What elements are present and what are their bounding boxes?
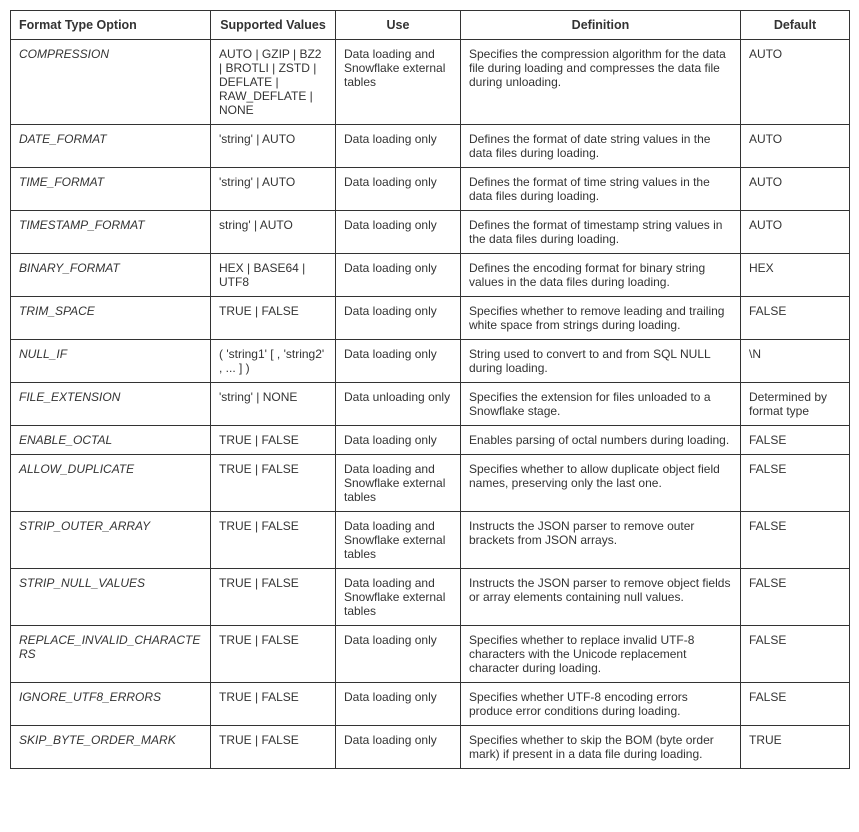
cell-option: REPLACE_INVALID_CHARACTERS (11, 626, 211, 683)
table-header-row: Format Type Option Supported Values Use … (11, 11, 850, 40)
cell-default: FALSE (741, 569, 850, 626)
col-header-default: Default (741, 11, 850, 40)
cell-definition: String used to convert to and from SQL N… (461, 340, 741, 383)
cell-default: FALSE (741, 683, 850, 726)
cell-default: AUTO (741, 125, 850, 168)
cell-default: TRUE (741, 726, 850, 769)
cell-default: FALSE (741, 297, 850, 340)
table-row: COMPRESSIONAUTO | GZIP | BZ2 | BROTLI | … (11, 40, 850, 125)
table-row: ENABLE_OCTALTRUE | FALSEData loading onl… (11, 426, 850, 455)
cell-values: 'string' | NONE (211, 383, 336, 426)
cell-use: Data loading only (336, 168, 461, 211)
cell-values: TRUE | FALSE (211, 626, 336, 683)
table-row: NULL_IF( 'string1' [ , 'string2' , ... ]… (11, 340, 850, 383)
cell-option: STRIP_NULL_VALUES (11, 569, 211, 626)
cell-values: string' | AUTO (211, 211, 336, 254)
table-row: FILE_EXTENSION'string' | NONEData unload… (11, 383, 850, 426)
cell-default: Determined by format type (741, 383, 850, 426)
cell-option: TIME_FORMAT (11, 168, 211, 211)
table-body: COMPRESSIONAUTO | GZIP | BZ2 | BROTLI | … (11, 40, 850, 769)
cell-option: TIMESTAMP_FORMAT (11, 211, 211, 254)
cell-use: Data loading and Snowflake external tabl… (336, 569, 461, 626)
table-row: STRIP_OUTER_ARRAYTRUE | FALSEData loadin… (11, 512, 850, 569)
cell-definition: Defines the encoding format for binary s… (461, 254, 741, 297)
cell-definition: Instructs the JSON parser to remove obje… (461, 569, 741, 626)
cell-use: Data loading and Snowflake external tabl… (336, 455, 461, 512)
cell-use: Data loading only (336, 683, 461, 726)
col-header-use: Use (336, 11, 461, 40)
cell-option: NULL_IF (11, 340, 211, 383)
cell-default: FALSE (741, 455, 850, 512)
cell-definition: Defines the format of time string values… (461, 168, 741, 211)
cell-use: Data loading only (336, 626, 461, 683)
cell-option: STRIP_OUTER_ARRAY (11, 512, 211, 569)
col-header-values: Supported Values (211, 11, 336, 40)
cell-option: ALLOW_DUPLICATE (11, 455, 211, 512)
cell-values: TRUE | FALSE (211, 512, 336, 569)
cell-option: IGNORE_UTF8_ERRORS (11, 683, 211, 726)
table-row: TRIM_SPACETRUE | FALSEData loading onlyS… (11, 297, 850, 340)
cell-definition: Specifies whether to skip the BOM (byte … (461, 726, 741, 769)
cell-option: ENABLE_OCTAL (11, 426, 211, 455)
cell-values: TRUE | FALSE (211, 455, 336, 512)
table-row: SKIP_BYTE_ORDER_MARKTRUE | FALSEData loa… (11, 726, 850, 769)
cell-use: Data loading only (336, 297, 461, 340)
cell-definition: Specifies whether to remove leading and … (461, 297, 741, 340)
cell-use: Data unloading only (336, 383, 461, 426)
cell-use: Data loading only (336, 211, 461, 254)
format-options-table: Format Type Option Supported Values Use … (10, 10, 850, 769)
cell-use: Data loading and Snowflake external tabl… (336, 40, 461, 125)
cell-option: FILE_EXTENSION (11, 383, 211, 426)
cell-use: Data loading only (336, 340, 461, 383)
cell-option: BINARY_FORMAT (11, 254, 211, 297)
cell-values: 'string' | AUTO (211, 168, 336, 211)
cell-definition: Specifies the compression algorithm for … (461, 40, 741, 125)
cell-default: AUTO (741, 168, 850, 211)
cell-values: AUTO | GZIP | BZ2 | BROTLI | ZSTD | DEFL… (211, 40, 336, 125)
table-row: BINARY_FORMATHEX | BASE64 | UTF8Data loa… (11, 254, 850, 297)
cell-definition: Instructs the JSON parser to remove oute… (461, 512, 741, 569)
cell-use: Data loading only (336, 254, 461, 297)
cell-default: AUTO (741, 211, 850, 254)
table-header: Format Type Option Supported Values Use … (11, 11, 850, 40)
table-row: STRIP_NULL_VALUESTRUE | FALSEData loadin… (11, 569, 850, 626)
cell-definition: Defines the format of timestamp string v… (461, 211, 741, 254)
cell-default: FALSE (741, 512, 850, 569)
table-row: TIME_FORMAT'string' | AUTOData loading o… (11, 168, 850, 211)
table-row: TIMESTAMP_FORMATstring' | AUTOData loadi… (11, 211, 850, 254)
table-row: REPLACE_INVALID_CHARACTERSTRUE | FALSEDa… (11, 626, 850, 683)
col-header-definition: Definition (461, 11, 741, 40)
table-row: IGNORE_UTF8_ERRORSTRUE | FALSEData loadi… (11, 683, 850, 726)
cell-definition: Defines the format of date string values… (461, 125, 741, 168)
cell-values: 'string' | AUTO (211, 125, 336, 168)
cell-option: COMPRESSION (11, 40, 211, 125)
cell-values: ( 'string1' [ , 'string2' , ... ] ) (211, 340, 336, 383)
cell-use: Data loading and Snowflake external tabl… (336, 512, 461, 569)
cell-default: \N (741, 340, 850, 383)
cell-values: TRUE | FALSE (211, 726, 336, 769)
table-row: ALLOW_DUPLICATETRUE | FALSEData loading … (11, 455, 850, 512)
cell-definition: Specifies the extension for files unload… (461, 383, 741, 426)
cell-default: FALSE (741, 426, 850, 455)
table-row: DATE_FORMAT'string' | AUTOData loading o… (11, 125, 850, 168)
cell-definition: Specifies whether to allow duplicate obj… (461, 455, 741, 512)
cell-option: DATE_FORMAT (11, 125, 211, 168)
cell-use: Data loading only (336, 125, 461, 168)
col-header-option: Format Type Option (11, 11, 211, 40)
cell-use: Data loading only (336, 726, 461, 769)
cell-default: AUTO (741, 40, 850, 125)
cell-default: HEX (741, 254, 850, 297)
cell-values: HEX | BASE64 | UTF8 (211, 254, 336, 297)
cell-use: Data loading only (336, 426, 461, 455)
cell-definition: Enables parsing of octal numbers during … (461, 426, 741, 455)
cell-values: TRUE | FALSE (211, 569, 336, 626)
cell-values: TRUE | FALSE (211, 683, 336, 726)
cell-definition: Specifies whether to replace invalid UTF… (461, 626, 741, 683)
cell-values: TRUE | FALSE (211, 297, 336, 340)
cell-option: TRIM_SPACE (11, 297, 211, 340)
cell-default: FALSE (741, 626, 850, 683)
cell-definition: Specifies whether UTF-8 encoding errors … (461, 683, 741, 726)
cell-values: TRUE | FALSE (211, 426, 336, 455)
cell-option: SKIP_BYTE_ORDER_MARK (11, 726, 211, 769)
